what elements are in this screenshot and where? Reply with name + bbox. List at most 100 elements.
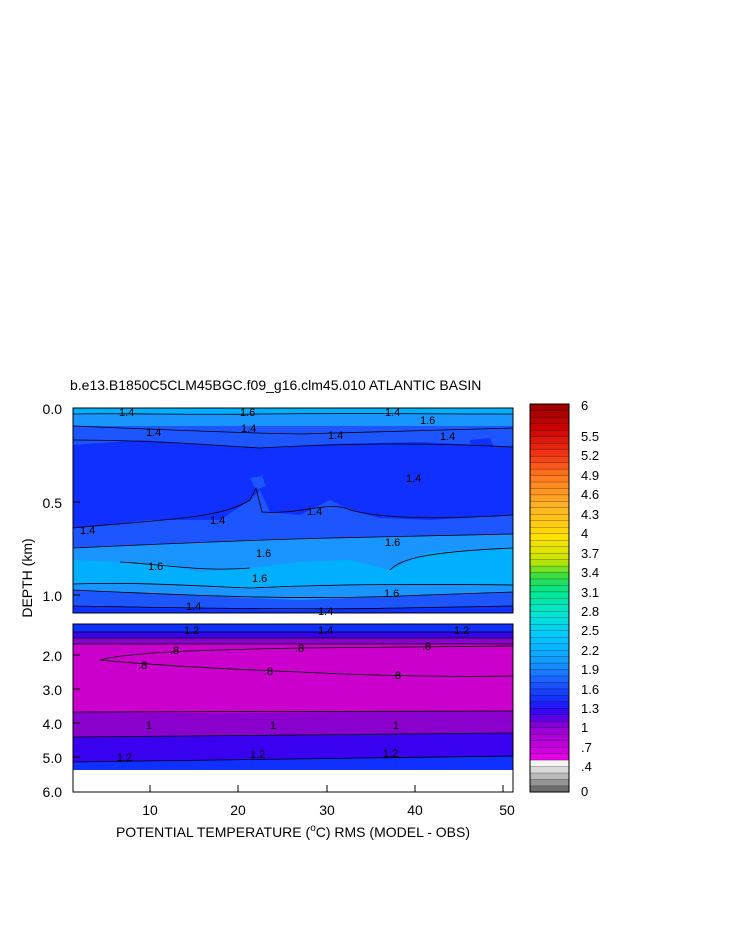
colorbar-label: 2.8 — [581, 604, 599, 619]
colorbar-band — [529, 552, 570, 560]
colorbar-band — [529, 720, 570, 728]
x-tick-label: 50 — [499, 802, 515, 818]
contour-label: 1.6 — [148, 561, 163, 573]
colorbar-band — [529, 623, 570, 631]
contour-label: 1.4 — [318, 606, 333, 618]
colorbar-label: 5.2 — [581, 448, 599, 463]
x-tick-label: 10 — [142, 802, 158, 818]
colorbar: 6 5.5 5.2 4.9 4.6 4.3 4 3.7 3.4 3.1 2.8 … — [529, 398, 599, 799]
colorbar-band — [529, 701, 570, 709]
colorbar-band — [529, 785, 570, 793]
colorbar-band — [529, 500, 570, 508]
colorbar-label: 4.9 — [581, 468, 599, 483]
colorbar-label: .7 — [581, 740, 592, 755]
colorbar-label: 3.7 — [581, 546, 599, 561]
colorbar-label: .4 — [581, 759, 592, 774]
contour-label: .8 — [422, 641, 431, 653]
colorbar-band — [529, 442, 570, 450]
chart-title: b.e13.B1850C5CLM45BGC.f09_g16.clm45.010 … — [70, 377, 481, 393]
x-tick-label: 40 — [407, 802, 423, 818]
x-tick-label: 20 — [230, 802, 246, 818]
upper-panel: 1.4 1.6 1.4 1.4 1.6 1.4 1.4 1.4 1.4 1.4 … — [72, 407, 514, 618]
colorbar-label: 6 — [581, 398, 588, 413]
contour-label: 1.4 — [307, 506, 322, 518]
colorbar-label: 1.9 — [581, 662, 599, 677]
colorbar-band — [529, 733, 570, 741]
colorbar-band — [529, 507, 570, 515]
lower-panel: 1.2 1.4 1.2 .8 .8 .8 .8 .8 .8 1 1 1 1.2 … — [72, 623, 514, 793]
colorbar-band — [529, 630, 570, 638]
contour-label: 1.4 — [328, 430, 343, 442]
colorbar-band — [529, 423, 570, 431]
colorbar-band — [529, 481, 570, 489]
y-axis-label: DEPTH (km) — [19, 538, 35, 617]
contour-label: 1.4 — [80, 525, 95, 537]
contour-label: 1 — [270, 720, 276, 732]
x-axis: 10 20 30 40 50 POTENTIAL TEMPERATURE (oC… — [116, 785, 515, 840]
y-tick-label: 2.0 — [43, 648, 63, 664]
colorbar-band — [529, 727, 570, 735]
colorbar-band — [529, 533, 570, 541]
colorbar-label: 3.4 — [581, 565, 599, 580]
y-axis: 0.0 0.5 1.0 2.0 3.0 4.0 5.0 6.0 DEPTH (k… — [19, 401, 80, 800]
colorbar-band — [529, 694, 570, 702]
colorbar-label: 1.6 — [581, 682, 599, 697]
colorbar-band — [529, 604, 570, 612]
colorbar-band — [529, 584, 570, 593]
colorbar-band — [529, 714, 570, 722]
contour-label: .8 — [138, 660, 147, 672]
contour-label: 1.6 — [256, 548, 271, 560]
contour-label: .8 — [264, 666, 273, 678]
colorbar-band — [529, 778, 570, 787]
colorbar-band — [529, 462, 570, 470]
contour-label: 1.2 — [117, 752, 132, 764]
colorbar-band — [529, 643, 570, 651]
y-tick-label: 5.0 — [43, 750, 63, 766]
contour-label: 1.6 — [252, 573, 267, 585]
colorbar-band — [529, 449, 570, 457]
contour-label: 1 — [393, 720, 399, 732]
colorbar-band — [529, 526, 570, 534]
contour-label: 1.6 — [420, 415, 435, 427]
colorbar-band — [529, 513, 570, 521]
x-axis-label: POTENTIAL TEMPERATURE (oC) RMS (MODEL - … — [116, 823, 470, 840]
colorbar-band — [529, 565, 570, 573]
colorbar-band — [529, 429, 570, 437]
y-tick-label: 4.0 — [43, 716, 63, 732]
colorbar-band — [529, 681, 570, 690]
y-tick-label: 0.0 — [43, 401, 63, 417]
colorbar-band — [529, 675, 570, 683]
colorbar-label: 2.2 — [581, 643, 599, 658]
contour-label: 1.4 — [119, 407, 134, 419]
colorbar-label: 1.3 — [581, 701, 599, 716]
contour-label: 1.4 — [186, 601, 201, 613]
colorbar-band — [529, 707, 570, 715]
contour-label: 1.2 — [250, 749, 265, 761]
colorbar-band — [529, 649, 570, 657]
colorbar-band — [529, 656, 570, 664]
contour-label: 1.4 — [406, 473, 421, 485]
colorbar-band — [529, 746, 570, 754]
colorbar-band — [529, 766, 570, 774]
colorbar-label: 4.3 — [581, 507, 599, 522]
contour-label: 1.4 — [146, 427, 161, 439]
contour-label: 1.2 — [454, 625, 469, 637]
colorbar-band — [529, 475, 570, 483]
colorbar-band — [529, 753, 570, 761]
colorbar-band — [529, 403, 570, 411]
colorbar-label: 0 — [581, 784, 588, 799]
colorbar-band — [529, 410, 570, 418]
colorbar-band — [529, 436, 570, 444]
colorbar-label: 5.5 — [581, 429, 599, 444]
colorbar-band — [529, 662, 570, 670]
colorbar-band — [529, 772, 570, 780]
colorbar-label: 2.5 — [581, 623, 599, 638]
colorbar-label: 4.6 — [581, 487, 599, 502]
colorbar-label: 3.1 — [581, 585, 599, 600]
contour-label: 1.4 — [440, 431, 455, 443]
contour-label: 1.4 — [210, 515, 225, 527]
x-tick-label: 30 — [319, 802, 335, 818]
colorbar-label: 4 — [581, 526, 588, 541]
contour-label: 1.4 — [385, 407, 400, 419]
